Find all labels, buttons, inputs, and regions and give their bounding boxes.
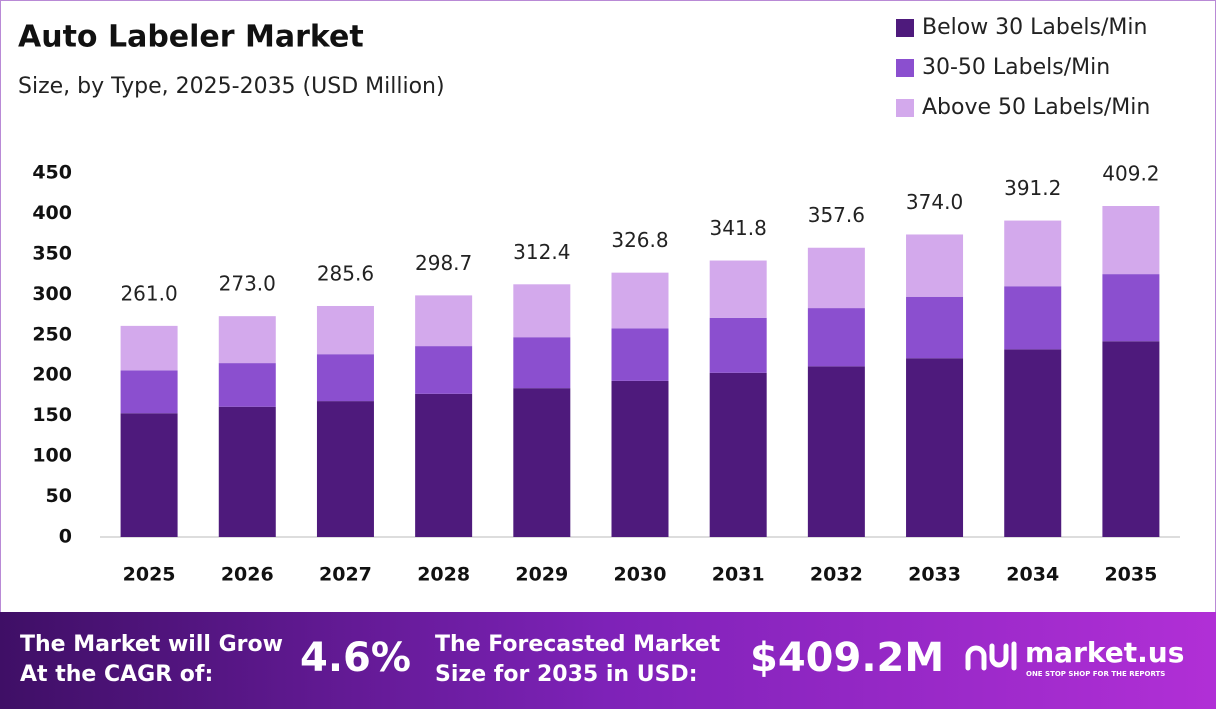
x-tick-label: 2035 (1104, 564, 1157, 586)
bar-segment (120, 413, 178, 537)
footer: The Market will Grow At the CAGR of: 4.6… (0, 612, 1216, 709)
bar-segment (1102, 206, 1160, 275)
bar-segment (906, 358, 964, 537)
bar-segment (1102, 274, 1160, 342)
chart-subtitle: Size, by Type, 2025-2035 (USD Million) (18, 74, 445, 99)
bar-segment (807, 247, 865, 309)
brand-logo (965, 641, 1017, 671)
bar-segment (1004, 349, 1062, 537)
y-tick-label: 200 (32, 364, 72, 386)
y-tick-label: 100 (32, 445, 72, 467)
bar-segment (807, 366, 865, 537)
total-label: 285.6 (317, 261, 374, 285)
bar-segment (316, 354, 374, 402)
x-tick-label: 2025 (123, 564, 176, 586)
legend-swatch (896, 59, 914, 77)
chart-title: Auto Labeler Market (18, 20, 364, 55)
bar-segment (807, 308, 865, 367)
bar-segment (218, 363, 276, 407)
legend-swatch (896, 19, 914, 37)
y-tick-label: 0 (59, 526, 72, 548)
total-label: 341.8 (710, 216, 767, 240)
footer-value: $409.2M (750, 635, 944, 681)
bar-segment (415, 393, 473, 537)
bar-segment (709, 372, 767, 537)
y-tick-label: 150 (32, 404, 72, 426)
total-label: 273.0 (219, 272, 276, 296)
legend: Below 30 Labels/Min 30-50 Labels/Min Above… (896, 15, 1150, 120)
brand-name: market.us (1025, 636, 1184, 669)
x-tick-label: 2028 (417, 564, 470, 586)
y-tick-label: 50 (46, 485, 72, 507)
y-tick-label: 250 (32, 323, 72, 345)
bar-segment (120, 370, 178, 414)
legend-swatch (896, 99, 914, 117)
bar-segment (316, 401, 374, 537)
total-label: 374.0 (906, 190, 963, 214)
bar-segment (513, 284, 571, 338)
bar-segment (906, 296, 964, 359)
x-tick-label: 2027 (319, 564, 372, 586)
x-tick-label: 2026 (221, 564, 274, 586)
y-tick-label: 300 (32, 283, 72, 305)
x-tick-label: 2034 (1006, 564, 1059, 586)
bar-segment (218, 316, 276, 364)
x-tick-label: 2032 (810, 564, 863, 586)
legend-label: 30-50 Labels/Min (922, 55, 1110, 80)
bar-segment (218, 406, 276, 537)
brand-tagline: ONE STOP SHOP FOR THE REPORTS (1026, 670, 1165, 678)
x-tick-label: 2029 (515, 564, 568, 586)
y-tick-label: 350 (32, 242, 72, 264)
bar-segment (611, 328, 669, 381)
total-label: 298.7 (415, 251, 472, 275)
legend-label: Below 30 Labels/Min (922, 15, 1147, 40)
y-tick-label: 450 (32, 162, 72, 184)
bar-segment (611, 272, 669, 329)
bar-segment (709, 317, 767, 373)
bar-segment (1004, 286, 1062, 350)
x-tick-label: 2033 (908, 564, 961, 586)
footer-value: 4.6% (300, 635, 411, 681)
bar-segment (1004, 220, 1062, 287)
total-label: 409.2 (1102, 162, 1159, 186)
total-label: 312.4 (513, 240, 570, 264)
total-label: 391.2 (1004, 176, 1061, 200)
total-label: 357.6 (808, 203, 865, 227)
bar-segment (611, 380, 669, 537)
bar-segment (513, 337, 571, 389)
bar-segment (316, 305, 374, 355)
total-label: 326.8 (611, 228, 668, 252)
x-tick-label: 2030 (614, 564, 667, 586)
bar-segment (513, 388, 571, 537)
footer-text: Size for 2035 in USD: (435, 662, 698, 687)
footer-text: The Market will Grow (20, 632, 283, 657)
x-tick-label: 2031 (712, 564, 765, 586)
legend-label: Above 50 Labels/Min (922, 95, 1150, 120)
y-tick-label: 400 (32, 202, 72, 224)
bar-segment (415, 295, 473, 347)
total-label: 261.0 (120, 281, 177, 305)
footer-text: At the CAGR of: (20, 662, 213, 687)
bar-segment (1102, 341, 1160, 537)
bar-segment (906, 234, 964, 297)
footer-text: The Forecasted Market (435, 632, 721, 657)
bar-segment (120, 325, 178, 371)
plot-area: 0 50 100 150 200 250 300 350 400 450 2025 261.0 2026… (32, 162, 1180, 586)
bar-segment (415, 346, 473, 394)
bar-segment (709, 260, 767, 318)
